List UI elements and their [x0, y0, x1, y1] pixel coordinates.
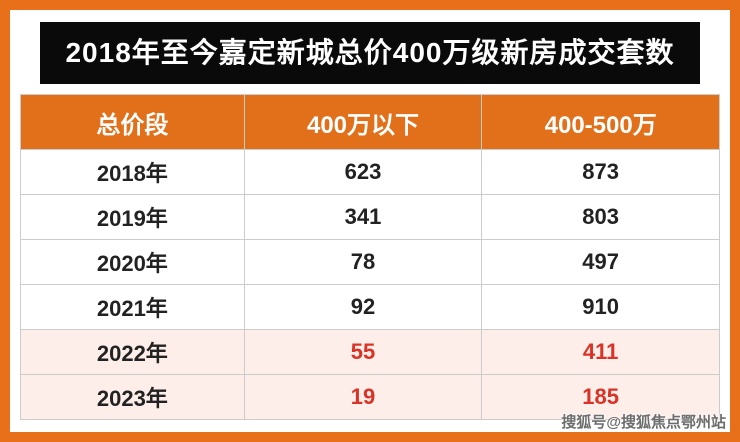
- row-label: 2020年: [20, 239, 245, 285]
- cell-value: 803: [481, 194, 720, 240]
- table-header-row: 总价段 400万以下 400-500万: [20, 94, 720, 150]
- cell-value: 55: [243, 329, 483, 375]
- cell-value: 92: [243, 284, 483, 330]
- cell-value: 341: [243, 194, 483, 240]
- cell-value: 185: [481, 374, 720, 420]
- cell-value: 873: [481, 149, 720, 195]
- cell-value: 19: [243, 374, 483, 420]
- row-label: 2022年: [20, 329, 245, 375]
- column-header: 总价段: [20, 94, 245, 150]
- watermark: 搜狐号@搜狐焦点鄂州站: [561, 414, 726, 431]
- page-title: 2018年至今嘉定新城总价400万级新房成交套数: [40, 22, 700, 84]
- column-header: 400万以下: [243, 94, 483, 150]
- row-label: 2023年: [20, 374, 245, 420]
- table-row: 2022年 55 411: [20, 329, 720, 375]
- cell-value: 411: [481, 329, 720, 375]
- row-label: 2021年: [20, 284, 245, 330]
- table-row: 2018年 623 873: [20, 149, 720, 195]
- table-row: 2023年 19 185: [20, 374, 720, 420]
- row-label: 2018年: [20, 149, 245, 195]
- table-row: 2019年 341 803: [20, 194, 720, 240]
- column-header: 400-500万: [481, 94, 720, 150]
- cell-value: 78: [243, 239, 483, 285]
- table-row: 2020年 78 497: [20, 239, 720, 285]
- cell-value: 497: [481, 239, 720, 285]
- data-table: 总价段 400万以下 400-500万 2018年 623 873 2019年 341 803…: [20, 94, 720, 420]
- cell-value: 623: [243, 149, 483, 195]
- cell-value: 910: [481, 284, 720, 330]
- table-row: 2021年 92 910: [20, 284, 720, 330]
- row-label: 2019年: [20, 194, 245, 240]
